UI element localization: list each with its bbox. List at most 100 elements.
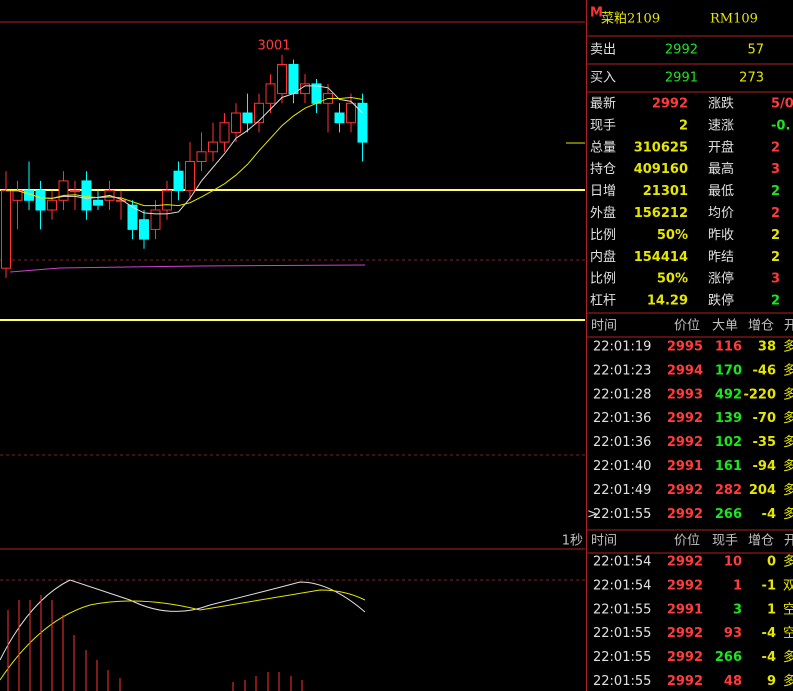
trade-change: -70 (753, 411, 777, 426)
candle-body (81, 180, 92, 211)
trade-volume: 492 (715, 387, 742, 402)
trade-change: 38 (758, 340, 776, 355)
candle-body (346, 102, 356, 124)
stat-value: 21301 (643, 184, 688, 199)
trade-change: -35 (753, 435, 777, 450)
candle-body (208, 141, 218, 153)
candle-body (277, 64, 287, 95)
trade-change: -220 (743, 387, 776, 402)
candle-body (1, 190, 11, 269)
stat-value: -0. (771, 118, 790, 133)
trade-price: 2992 (667, 507, 703, 522)
stat-label: 比例 (590, 272, 616, 287)
candle-body (93, 199, 103, 206)
trade-time: 22:01:40 (593, 459, 651, 474)
stat-label: 持仓 (590, 162, 616, 177)
trade-price: 2992 (667, 626, 703, 641)
trade-price: 2993 (667, 387, 703, 402)
column-header: 价位 (674, 534, 700, 549)
stat-label: 最高 (708, 161, 734, 177)
candle-body (265, 83, 276, 104)
trade-time: 22:01:54 (593, 578, 651, 593)
candle-body (196, 151, 207, 163)
trade-time: 22:01:23 (593, 363, 651, 378)
candle-body (139, 219, 149, 240)
moving-average (6, 96, 363, 207)
candle-body (357, 102, 368, 143)
candle-body (35, 190, 46, 211)
trade-change: -1 (762, 578, 776, 593)
trade-time: 22:01:55 (593, 626, 651, 641)
stat-label: 昨结 (708, 250, 734, 265)
trade-price: 2992 (667, 674, 703, 689)
trade-volume: 161 (715, 459, 742, 474)
quote-price: 2991 (665, 71, 698, 86)
contract-name: 菜粕2109 (601, 12, 660, 27)
trade-side: 多 (783, 410, 793, 426)
trade-time: 22:01:55 (593, 507, 651, 522)
stat-label: 比例 (590, 228, 616, 243)
stat-value: 409160 (634, 162, 688, 177)
trade-time: 22:01:55 (593, 650, 651, 665)
candle-body (70, 190, 80, 193)
column-header: 开 (784, 319, 793, 334)
stat-label: 均价 (708, 206, 734, 221)
candle-body (173, 170, 184, 192)
stat-value: 3 (771, 162, 780, 177)
trade-volume: 266 (715, 650, 742, 665)
column-header: 大单 (712, 319, 738, 334)
stat-value: 2 (771, 228, 780, 243)
stat-label: 开盘 (708, 139, 734, 155)
trade-volume: 1 (733, 578, 742, 593)
trade-time: 22:01:55 (593, 602, 651, 617)
trade-volume: 102 (715, 435, 742, 450)
trade-side: 空 (783, 626, 793, 641)
candle-body (47, 199, 57, 211)
stat-label: 总量 (590, 140, 616, 155)
trade-side: 多 (783, 506, 793, 522)
trade-side: 多 (783, 362, 793, 378)
candle-body (288, 64, 299, 95)
contract-code: RM109 (710, 12, 758, 27)
stat-label: 外盘 (590, 205, 616, 221)
trade-volume: 48 (724, 674, 742, 689)
trade-change: -4 (762, 507, 776, 522)
trade-price: 2995 (667, 340, 703, 355)
trade-change: 9 (767, 674, 776, 689)
stat-label: 速涨 (708, 118, 734, 133)
stat-value: 14.29 (647, 294, 688, 309)
stat-label: 涨停 (708, 271, 734, 287)
trade-change: -46 (753, 363, 777, 378)
stat-value: 50% (657, 272, 688, 287)
trade-time: 22:01:36 (593, 435, 651, 450)
trade-volume: 266 (715, 507, 742, 522)
trade-side: 多 (783, 386, 793, 402)
moving-average (6, 85, 363, 215)
trade-side: 多 (783, 482, 793, 498)
stat-value: 50% (657, 228, 688, 243)
trade-side: 多 (783, 673, 793, 689)
trade-side: 多 (783, 554, 793, 570)
stat-value: 2 (771, 206, 780, 221)
trade-change: -4 (762, 650, 776, 665)
trade-price: 2991 (667, 459, 703, 474)
trade-change: 1 (767, 602, 776, 617)
trade-time: 22:01:49 (593, 483, 651, 498)
trade-time: 22:01:54 (593, 555, 651, 570)
candle-body (58, 180, 69, 201)
candle-body (242, 112, 253, 124)
candle-body (254, 102, 264, 124)
trade-price: 2992 (667, 411, 703, 426)
column-header: 现手 (712, 534, 738, 549)
candle-body (12, 190, 23, 201)
trade-price: 2994 (667, 363, 703, 378)
macd-line (0, 579, 366, 661)
trade-volume: 139 (715, 411, 742, 426)
column-header: 增仓 (748, 319, 774, 334)
stat-value: 2 (771, 140, 780, 155)
column-header: 开 (784, 534, 793, 549)
trade-volume: 10 (724, 555, 742, 570)
trade-volume: 170 (715, 363, 742, 378)
